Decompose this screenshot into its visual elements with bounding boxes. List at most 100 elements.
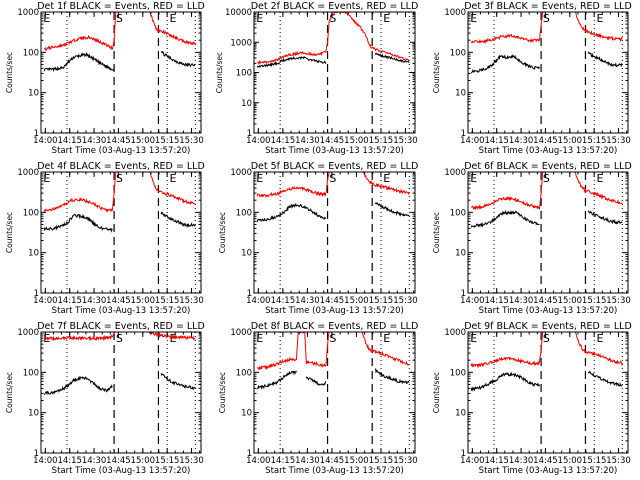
x-tick-label: 14:45 xyxy=(320,296,345,306)
y-tick-label: 1 xyxy=(247,289,252,299)
marker-label-e: E xyxy=(43,172,50,185)
marker-label-s: S xyxy=(329,172,336,185)
marker-label-e: E xyxy=(256,172,263,185)
y-tick-label: 1 xyxy=(247,449,252,459)
y-tick-label: 10 xyxy=(455,89,466,99)
x-tick-label: 15:30 xyxy=(179,456,204,466)
marker-label-e: E xyxy=(383,332,390,345)
series-events-line xyxy=(305,376,327,386)
x-tick-label: 15:00 xyxy=(344,456,369,466)
series-lld-line xyxy=(149,332,196,341)
marker-label-s: S xyxy=(116,172,123,185)
series-events-line xyxy=(43,375,113,396)
series-events-line xyxy=(256,203,327,223)
y-tick-label: 1000 xyxy=(17,168,39,178)
x-tick-label: 14:45 xyxy=(106,456,131,466)
y-tick-label: 10 xyxy=(28,249,39,259)
x-axis-label: Start Time (03-Aug-13 13:57:20) xyxy=(479,466,618,476)
marker-label-e: E xyxy=(256,332,263,345)
y-tick-label: 10 xyxy=(28,89,39,99)
y-tick-label: 100 xyxy=(23,48,39,58)
y-axis-label: Counts/sec xyxy=(215,52,224,93)
x-tick-label: 15:15 xyxy=(582,456,607,466)
y-tick-label: 1 xyxy=(461,289,466,299)
series-events-line xyxy=(257,370,297,390)
y-tick-label: 1 xyxy=(34,289,39,299)
x-tick-label: 14:00 xyxy=(246,136,271,146)
x-tick-label: 15:30 xyxy=(606,456,631,466)
x-tick-label: 15:15 xyxy=(155,456,180,466)
x-tick-label: 14:15 xyxy=(57,456,82,466)
x-tick-label: 14:00 xyxy=(246,296,271,306)
y-tick-label: 1 xyxy=(34,129,39,139)
series-events-line xyxy=(587,210,623,225)
x-tick-label: 14:30 xyxy=(82,456,107,466)
x-tick-label: 14:00 xyxy=(33,136,58,146)
x-axis-label: Start Time (03-Aug-13 13:57:20) xyxy=(479,146,618,156)
marker-label-e: E xyxy=(597,172,604,185)
series-lld-line xyxy=(257,332,330,371)
series-events-line xyxy=(470,371,540,392)
plot-frame xyxy=(253,171,416,294)
x-tick-label: 15:00 xyxy=(344,136,369,146)
marker-label-e: E xyxy=(43,12,50,25)
series-lld-line xyxy=(574,172,623,205)
x-tick-label: 15:00 xyxy=(558,296,583,306)
series-lld-line xyxy=(43,172,117,213)
x-tick-label: 14:45 xyxy=(320,136,345,146)
series-events-line xyxy=(374,368,410,385)
series-lld-line xyxy=(471,172,544,211)
x-axis-label: Start Time (03-Aug-13 13:57:20) xyxy=(479,306,618,316)
y-tick-label: 10 xyxy=(241,249,252,259)
x-tick-label: 14:00 xyxy=(460,456,485,466)
y-tick-label: 10000 xyxy=(225,8,252,18)
plot-frame xyxy=(467,331,629,454)
marker-label-e: E xyxy=(470,12,477,25)
series-lld-line xyxy=(43,12,117,52)
y-tick-label: 1000 xyxy=(444,328,466,338)
y-tick-label: 10 xyxy=(241,99,252,109)
x-tick-label: 15:00 xyxy=(131,296,156,306)
x-tick-label: 15:30 xyxy=(606,296,631,306)
y-tick-label: 1000 xyxy=(230,38,252,48)
series-events-line xyxy=(43,213,113,233)
plot-frame xyxy=(467,11,629,134)
x-tick-label: 14:45 xyxy=(533,136,558,146)
x-tick-label: 14:15 xyxy=(484,136,509,146)
y-axis-label: Counts/sec xyxy=(5,52,14,93)
x-tick-label: 14:30 xyxy=(509,296,534,306)
y-tick-label: 1 xyxy=(461,129,466,139)
series-lld-line xyxy=(149,172,196,205)
marker-label-s: S xyxy=(543,12,550,25)
y-tick-label: 10 xyxy=(455,249,466,259)
x-tick-label: 15:00 xyxy=(558,136,583,146)
panel-title: Det 8f BLACK = Events, RED = LLD xyxy=(251,321,419,332)
panel-title: Det 7f BLACK = Events, RED = LLD xyxy=(37,321,205,332)
plot-frame xyxy=(467,171,629,294)
series-events-line xyxy=(470,54,540,74)
x-tick-label: 15:00 xyxy=(558,456,583,466)
x-tick-label: 14:30 xyxy=(295,456,320,466)
y-axis-label: Counts/sec xyxy=(5,212,14,253)
y-tick-label: 1000 xyxy=(230,328,252,338)
marker-label-e: E xyxy=(383,172,390,185)
series-lld-line xyxy=(256,172,330,198)
marker-label-s: S xyxy=(329,12,336,25)
panel-title: Det 3f BLACK = Events, RED = LLD xyxy=(464,1,632,12)
x-tick-label: 14:45 xyxy=(320,456,345,466)
y-tick-label: 1000 xyxy=(444,8,466,18)
x-tick-label: 15:30 xyxy=(179,136,204,146)
x-tick-label: 14:15 xyxy=(271,456,296,466)
x-tick-label: 14:00 xyxy=(246,456,271,466)
series-lld-line xyxy=(470,12,544,44)
x-tick-label: 15:00 xyxy=(131,136,156,146)
marker-label-e: E xyxy=(470,172,477,185)
marker-label-e: E xyxy=(170,332,177,345)
